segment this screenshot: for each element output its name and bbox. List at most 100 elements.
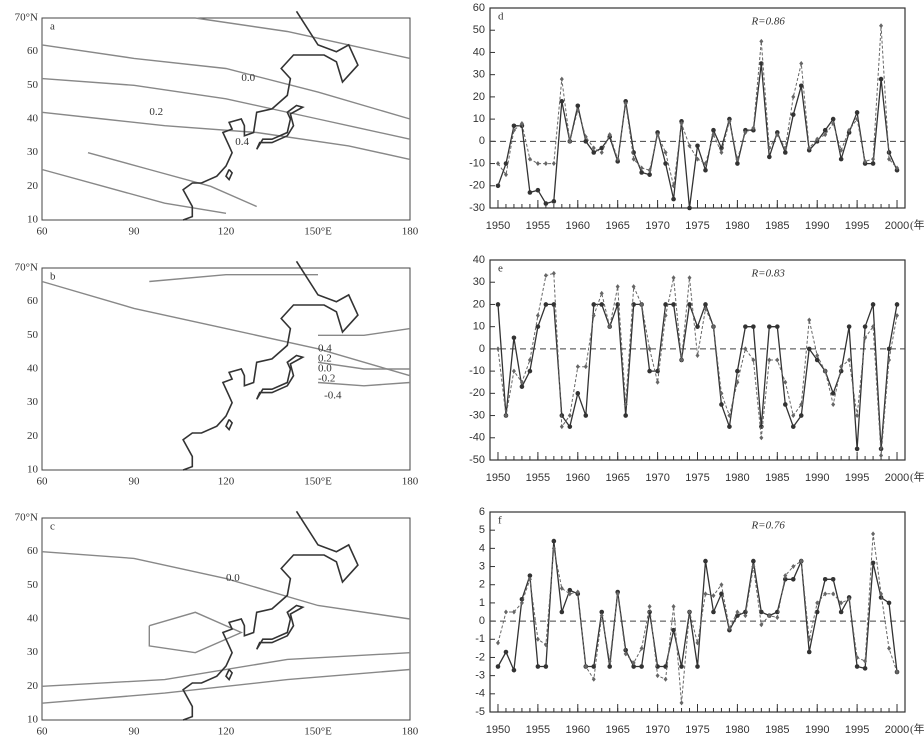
y-tick-label: 2 — [479, 579, 485, 591]
x-tick-label: 1985 — [765, 220, 789, 232]
data-point — [831, 121, 836, 127]
x-tick-label: 1955 — [526, 724, 550, 736]
data-point — [767, 613, 772, 619]
data-point — [863, 658, 868, 664]
x-axis-label: (年) — [910, 722, 924, 736]
lat-tick-label: 70°N — [15, 512, 38, 524]
series-line — [497, 25, 898, 186]
data-point — [783, 145, 788, 151]
data-point — [806, 346, 812, 352]
data-point — [559, 424, 564, 430]
contour-line — [149, 274, 318, 283]
data-point — [886, 600, 892, 606]
x-tick-label: 1980 — [725, 220, 749, 232]
data-point — [822, 576, 828, 582]
coastline — [255, 104, 305, 150]
data-point — [711, 132, 716, 138]
lon-tick-label: 60 — [37, 726, 49, 738]
contour-line — [318, 327, 411, 336]
data-point — [711, 609, 716, 615]
y-tick-label: 50 — [473, 24, 485, 36]
data-point — [743, 129, 748, 135]
data-point — [831, 591, 836, 597]
data-point — [623, 651, 628, 657]
x-tick-label: 1970 — [645, 472, 669, 484]
contour-label: 0.0 — [318, 363, 332, 375]
contour-label: -0.4 — [324, 389, 342, 401]
x-tick-label: 2000 — [885, 724, 909, 736]
y-tick-label: 0 — [479, 135, 485, 147]
y-tick-label: -10 — [469, 157, 485, 169]
data-point — [535, 187, 541, 193]
data-point — [575, 364, 580, 370]
x-tick-label: 1990 — [805, 220, 829, 232]
lon-tick-label: 120 — [218, 226, 235, 238]
lon-tick-label: 180 — [402, 726, 419, 738]
data-point — [551, 270, 556, 276]
y-tick-label: -3 — [475, 670, 485, 682]
data-point — [839, 364, 844, 370]
data-point — [559, 99, 565, 104]
data-point — [543, 201, 549, 206]
data-point — [599, 302, 605, 307]
data-point — [623, 401, 628, 407]
lon-tick-label: 90 — [129, 226, 141, 238]
data-point — [559, 585, 564, 591]
data-point — [511, 127, 516, 133]
data-point — [511, 368, 516, 374]
data-point — [583, 139, 589, 144]
data-point — [535, 636, 540, 642]
data-point — [567, 138, 572, 144]
data-point — [735, 379, 740, 385]
data-point — [782, 150, 788, 155]
data-point — [623, 101, 628, 107]
data-point — [607, 664, 613, 669]
lon-tick-label: 120 — [218, 726, 235, 738]
x-tick-label: 1960 — [566, 724, 590, 736]
data-point — [847, 596, 852, 602]
data-point — [751, 125, 756, 131]
x-tick-label: 1965 — [605, 220, 629, 232]
x-tick-label: 1975 — [685, 724, 709, 736]
data-point — [775, 357, 780, 363]
data-point — [711, 127, 716, 133]
data-point — [751, 564, 756, 570]
data-point — [862, 666, 868, 671]
data-point — [655, 379, 660, 385]
data-point — [551, 545, 556, 551]
data-point — [775, 324, 780, 329]
y-tick-label: 0 — [479, 615, 485, 627]
data-point — [679, 664, 684, 669]
data-point — [719, 390, 724, 396]
data-point — [799, 61, 804, 67]
data-point — [823, 368, 828, 374]
data-point — [854, 664, 860, 669]
x-tick-label: 2000 — [885, 472, 909, 484]
data-point — [759, 435, 764, 441]
data-point — [743, 324, 748, 329]
lon-tick-label: 60 — [37, 226, 49, 238]
data-point — [543, 302, 549, 307]
lon-tick-label: 90 — [129, 726, 141, 738]
data-point — [814, 357, 820, 363]
x-tick-label: 1995 — [845, 724, 869, 736]
data-point — [607, 658, 612, 664]
data-point — [495, 346, 500, 352]
data-point — [782, 576, 788, 582]
coastline — [225, 168, 234, 182]
x-tick-label: 2000 — [885, 220, 909, 232]
lat-tick-label: 60 — [27, 45, 39, 57]
data-point — [607, 132, 612, 138]
x-tick-label: 1950 — [486, 220, 510, 232]
data-point — [855, 413, 860, 419]
lat-tick-label: 30 — [27, 646, 39, 658]
data-point — [647, 167, 652, 173]
data-point — [591, 676, 596, 682]
data-point — [791, 413, 796, 419]
data-point — [663, 676, 668, 682]
data-point — [583, 364, 588, 370]
data-point — [735, 609, 740, 615]
data-point — [567, 587, 573, 593]
y-tick-label: 20 — [473, 91, 485, 103]
data-point — [535, 313, 540, 319]
